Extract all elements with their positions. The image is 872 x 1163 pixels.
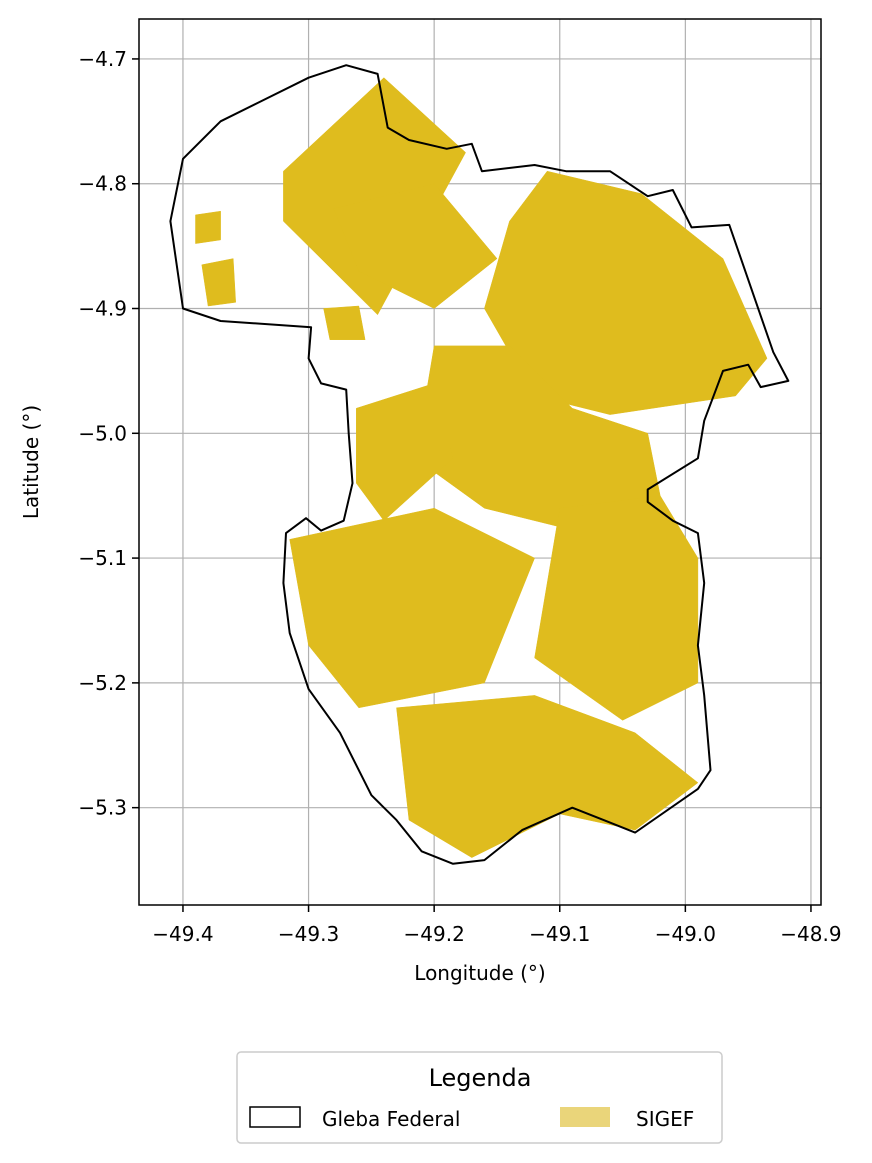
sigef-parcel-9 — [201, 258, 236, 307]
y-tick-label-0: −4.7 — [78, 47, 127, 71]
y-axis-label: Latitude (°) — [19, 405, 43, 519]
sigef-parcels — [195, 77, 768, 858]
y-tick-label-4: −5.1 — [78, 546, 127, 570]
legend-swatch-sigef — [560, 1107, 610, 1127]
y-tick-label-2: −4.9 — [78, 297, 127, 321]
x-tick-label-1: −49.3 — [278, 922, 339, 946]
x-axis-ticks: −49.4 −49.3 −49.2 −49.1 −49.0 −48.9 — [152, 905, 842, 946]
x-tick-label-2: −49.2 — [404, 922, 465, 946]
legend-title: Legenda — [429, 1064, 532, 1092]
x-tick-label-5: −48.9 — [780, 922, 841, 946]
gleba-federal-outline — [169, 64, 790, 865]
axes-frame — [138, 18, 822, 906]
legend-label-sigef: SIGEF — [636, 1107, 694, 1131]
y-tick-label-1: −4.8 — [78, 172, 127, 196]
sigef-parcel-6 — [289, 507, 535, 709]
sigef-parcel-7 — [534, 495, 699, 721]
legend-label-gleba-federal: Gleba Federal — [322, 1107, 460, 1131]
x-tick-label-3: −49.1 — [529, 922, 590, 946]
legend-swatch-gleba-federal — [249, 1106, 301, 1128]
sigef-parcel-10 — [195, 210, 221, 244]
sigef-parcel-2 — [333, 183, 498, 309]
sigef-parcel-5 — [356, 383, 454, 522]
x-tick-label-0: −49.4 — [152, 922, 213, 946]
sigef-parcel-8 — [396, 695, 699, 858]
sigef-parcel-3 — [484, 170, 768, 415]
y-tick-label-5: −5.2 — [78, 671, 127, 695]
x-axis-label: Longitude (°) — [414, 961, 545, 985]
legend: Legenda Gleba Federal SIGEF — [236, 1051, 723, 1144]
sigef-parcel-1 — [323, 305, 366, 340]
y-tick-label-3: −5.0 — [78, 421, 127, 445]
y-tick-label-6: −5.3 — [78, 796, 127, 820]
y-axis-ticks: −4.7 −4.8 −4.9 −5.0 −5.1 −5.2 −5.3 — [78, 47, 139, 820]
x-tick-label-4: −49.0 — [655, 922, 716, 946]
gleba-federal-boundary — [169, 64, 790, 865]
